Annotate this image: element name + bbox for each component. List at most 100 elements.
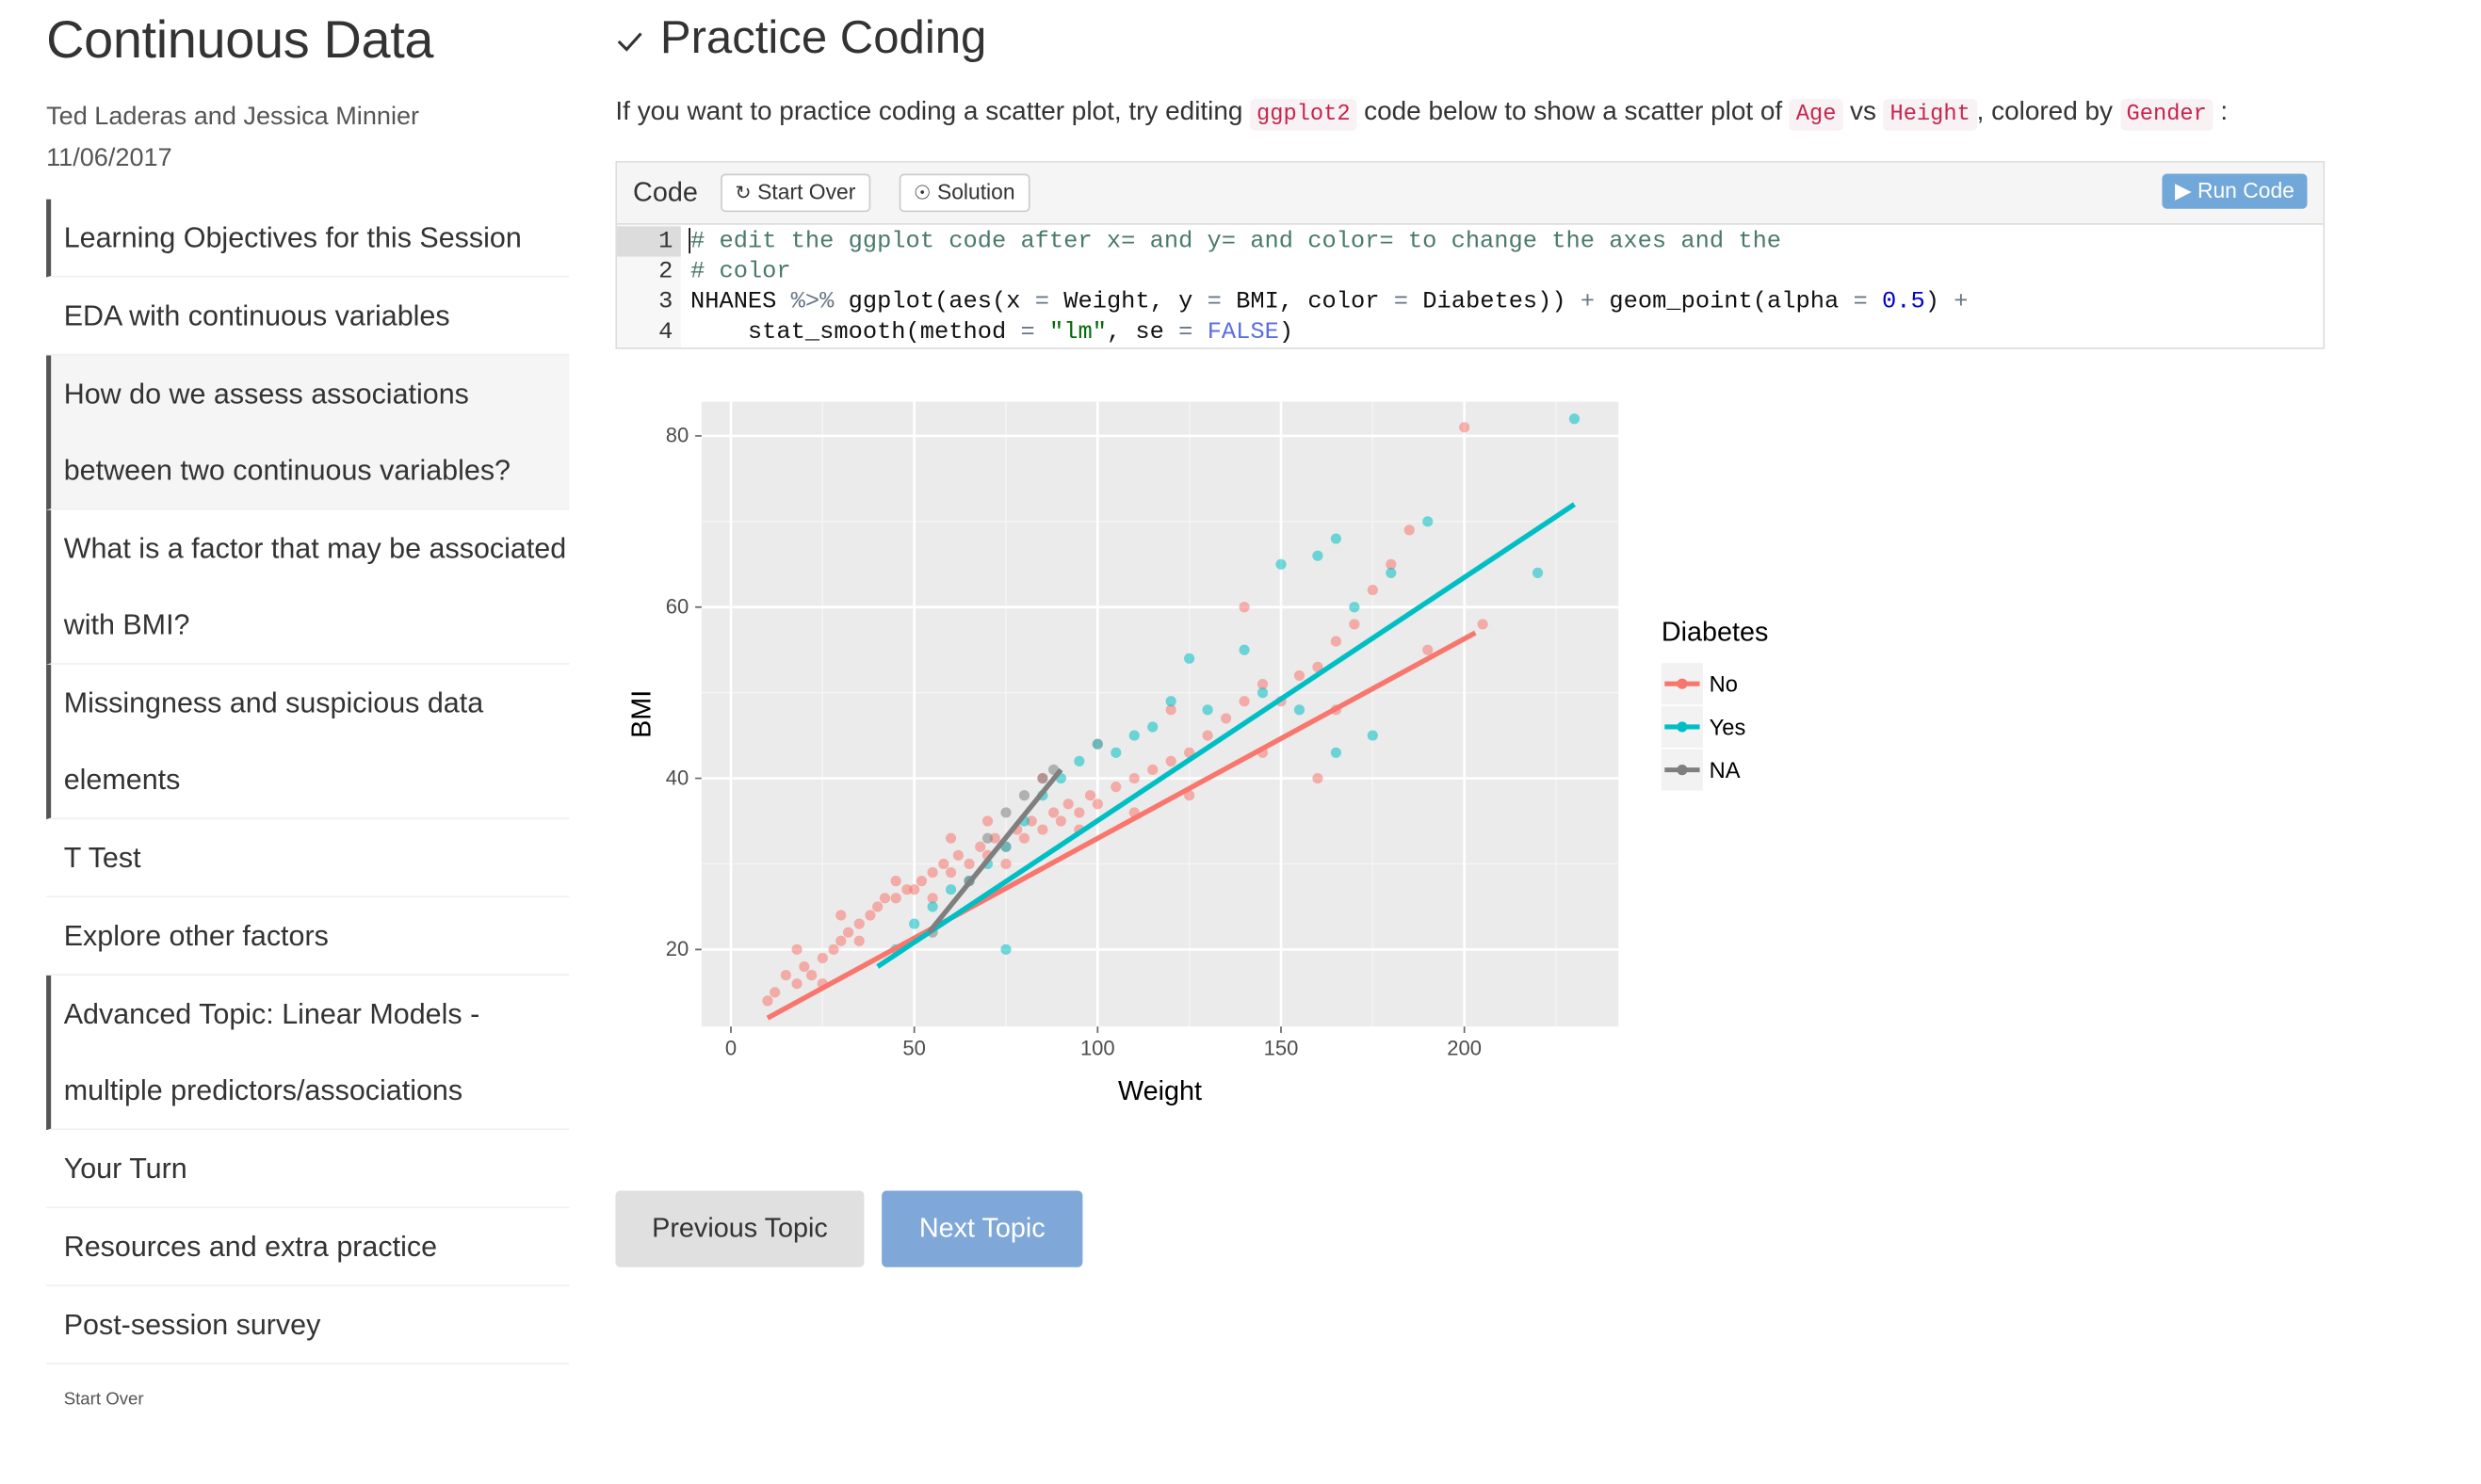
toc-item-label: Post-session survey [63, 1308, 321, 1341]
data-point [989, 832, 1000, 844]
data-point [1111, 782, 1122, 793]
code-line: # color [690, 257, 791, 287]
toc-item-label: EDA with continuous variables [63, 299, 450, 332]
data-point [1184, 653, 1195, 664]
data-point [1026, 815, 1037, 827]
toc-item-assess-associations[interactable]: How do we assess associations between tw… [46, 355, 570, 510]
data-point [1000, 807, 1012, 818]
code-token: = [1178, 318, 1193, 347]
code-token: + [1580, 288, 1596, 316]
data-point [828, 944, 839, 955]
legend-key-point [1677, 678, 1688, 689]
legend-label: NA [1710, 759, 1741, 783]
toc-item-explore-factors[interactable]: Explore other factors [46, 897, 570, 976]
data-point [1386, 558, 1397, 570]
run-code-button[interactable]: ▶ Run Code [2162, 173, 2308, 209]
code-token: NHANES [689, 288, 791, 316]
legend-label: Yes [1710, 716, 1746, 740]
data-point [1092, 738, 1103, 750]
data-point [1257, 687, 1269, 699]
start-over-link[interactable]: Start Over [63, 1390, 144, 1410]
previous-topic-button[interactable]: Previous Topic [615, 1190, 865, 1267]
data-point [1349, 602, 1360, 613]
toc-item-label: Advanced Topic: Linear Models - multiple… [63, 997, 480, 1106]
x-tick-label: 50 [902, 1037, 925, 1060]
data-point [945, 884, 957, 895]
instruction-text: , colored by [1976, 97, 2113, 126]
code-comment: # edit the ggplot code after x= and y= a… [689, 228, 1782, 255]
data-point [1128, 730, 1140, 741]
data-point [1349, 619, 1360, 630]
legend-key-point [1677, 721, 1688, 733]
toc-item-factor-bmi[interactable]: What is a factor that may be associated … [46, 509, 570, 665]
y-tick-label: 40 [666, 766, 689, 789]
data-point [1330, 533, 1341, 544]
code-token: + [1954, 288, 1969, 316]
data-point [981, 832, 994, 844]
data-point [975, 841, 986, 852]
toc-item-eda-continuous[interactable]: EDA with continuous variables [46, 277, 570, 356]
toc-item-linear-models[interactable]: Advanced Topic: Linear Models - multiple… [46, 975, 570, 1131]
data-point [1275, 558, 1287, 570]
toc-item-label: Missingness and suspicious data elements [63, 686, 484, 796]
code-exercise-panel: Code ↻ Start Over ☉ Solution ▶ Run Code 1 … [615, 160, 2326, 349]
toc-item-learning-objectives[interactable]: Learning Objectives for this Session [46, 199, 570, 278]
toc-item-resources[interactable]: Resources and extra practice [46, 1208, 570, 1287]
code-token: Weight, y [1048, 288, 1208, 316]
code-editor[interactable]: 1 2 3 4 # edit the ggplot code after x= … [617, 224, 2323, 348]
data-point [1239, 696, 1250, 707]
data-point [806, 970, 818, 981]
code-line: NHANES %>% ggplot(aes(x = Weight, y = BM… [690, 287, 1968, 317]
code-token: = [1853, 288, 1868, 316]
data-point [1568, 413, 1581, 425]
table-of-contents: Learning Objectives for this Session EDA… [46, 199, 570, 1365]
data-point [799, 960, 810, 973]
code-literal: Height [1883, 98, 1977, 131]
solution-button[interactable]: ☉ Solution [899, 173, 1030, 213]
toc-item-your-turn[interactable]: Your Turn [46, 1130, 570, 1209]
x-axis-title: Weight [1118, 1076, 1202, 1106]
code-comment: # color [689, 258, 791, 286]
instruction-text: vs [1849, 97, 1876, 126]
data-point [835, 935, 847, 946]
data-point [1055, 815, 1066, 827]
toc-item-missingness[interactable]: Missingness and suspicious data elements [46, 664, 570, 820]
data-point [945, 832, 957, 844]
next-topic-button[interactable]: Next Topic [882, 1190, 1083, 1267]
toc-item-t-test[interactable]: T Test [46, 819, 570, 898]
code-line: stat_smooth(method = "lm", se = FALSE) [690, 317, 1293, 347]
toc-item-label: What is a factor that may be associated … [63, 532, 567, 641]
data-point [842, 927, 854, 938]
code-token: stat_smooth(method [689, 318, 1021, 347]
toc-item-label: How do we assess associations between tw… [63, 378, 511, 487]
y-tick-label: 20 [666, 937, 689, 960]
code-line: # edit the ggplot code after x= and y= a… [690, 226, 1781, 256]
start-over-button[interactable]: ↻ Start Over [721, 173, 871, 213]
code-literal: ggplot2 [1250, 98, 1357, 131]
data-point [1128, 772, 1140, 784]
data-point [927, 893, 938, 904]
code-token: = [1020, 318, 1035, 347]
data-point [1239, 644, 1250, 655]
data-point [1330, 636, 1341, 647]
data-point [1147, 721, 1159, 733]
code-token: = [1207, 288, 1222, 316]
check-icon [615, 13, 647, 66]
data-point [981, 815, 994, 827]
data-point [1000, 858, 1012, 870]
line-number: 3 [658, 288, 673, 316]
data-point [927, 866, 938, 879]
data-point [853, 918, 865, 929]
data-point [1367, 584, 1378, 596]
toc-item-survey[interactable]: Post-session survey [46, 1286, 570, 1365]
code-token: ) [1278, 318, 1294, 347]
data-point [1312, 772, 1323, 784]
code-literal: Gender [2119, 98, 2213, 131]
data-point [1257, 678, 1269, 690]
code-token: "lm" [1048, 318, 1107, 347]
code-label: Code [633, 176, 698, 208]
line-number: 2 [658, 258, 673, 286]
data-point [1422, 516, 1434, 527]
toc-item-label: Explore other factors [63, 919, 329, 952]
legend-key-point [1677, 765, 1688, 776]
